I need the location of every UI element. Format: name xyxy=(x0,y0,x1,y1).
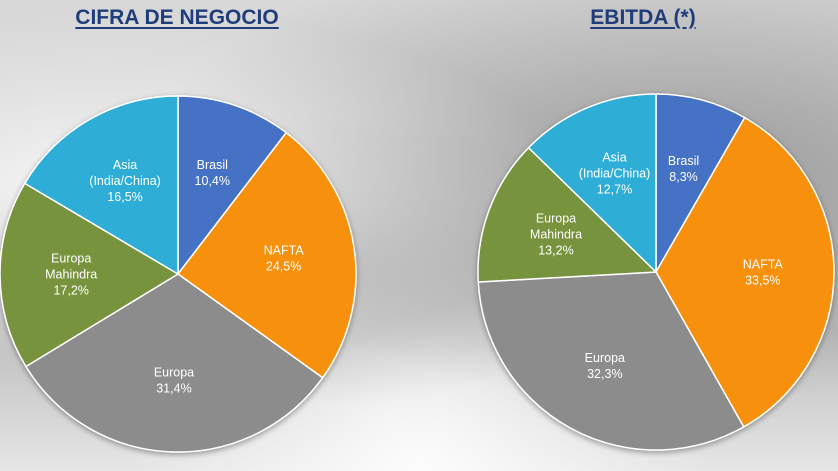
slice-label-brasil: Brasil 8,3% xyxy=(668,154,699,184)
pie-slice-nafta xyxy=(176,131,357,379)
slice-label-nafta: NAFTA 24,5% xyxy=(264,243,305,273)
slice-label-line: Mahindra xyxy=(45,268,97,282)
slice-label-line: Europa xyxy=(536,212,576,226)
slice-label-line: Brasil xyxy=(197,158,228,172)
chart-title-ebitda: EBITDA (*) xyxy=(590,6,696,29)
slice-label-line: (India/China) xyxy=(579,167,651,181)
pie-slice-europa xyxy=(477,271,745,451)
slice-value-asia-india-china: 12,7% xyxy=(597,183,632,197)
slice-label-line: Europa xyxy=(51,252,91,266)
slice-label-brasil: Brasil 10,4% xyxy=(195,158,230,188)
slice-label-europa: Europa 31,4% xyxy=(154,366,194,396)
pie-slice-europa xyxy=(24,273,324,453)
slice-label-europa-mahindra: Europa Mahindra 17,2% xyxy=(45,252,97,298)
slice-label-nafta: NAFTA 33,5% xyxy=(743,257,784,287)
slice-label-europa: Europa 32,3% xyxy=(585,351,625,381)
slice-label-asia-india-china: Asia (India/China) 12,7% xyxy=(579,151,651,197)
slice-label-line: Asia xyxy=(602,151,626,165)
slice-label-line: Mahindra xyxy=(530,228,582,242)
pie-slice-europa-mahindra xyxy=(477,146,658,283)
slice-value-nafta: 33,5% xyxy=(745,273,780,287)
slice-value-brasil: 8,3% xyxy=(669,170,698,184)
pie-ebitda: Brasil 8,3% NAFTA 33,5% Europa 32,3% Europa Mah… xyxy=(477,93,835,451)
slice-label-line: NAFTA xyxy=(264,243,305,257)
slice-value-brasil: 10,4% xyxy=(195,174,230,188)
pie-slice-brasil xyxy=(177,95,288,277)
slice-value-europa-mahindra: 13,2% xyxy=(538,244,573,258)
slice-value-europa: 32,3% xyxy=(587,367,622,381)
slice-label-line: NAFTA xyxy=(743,257,784,271)
slice-label-europa-mahindra: Europa Mahindra 13,2% xyxy=(530,212,582,258)
slice-label-line: Asia xyxy=(113,158,137,172)
slice-label-asia-india-china: Asia (India/China) 16,5% xyxy=(89,158,161,204)
slice-value-europa-mahindra: 17,2% xyxy=(53,284,88,298)
slice-value-asia-india-china: 16,5% xyxy=(107,190,142,204)
pie-slice-europa-mahindra xyxy=(0,182,180,368)
pie-cifra-de-negocio: Brasil 10,4% NAFTA 24,5% Europa 31,4% Europa Ma… xyxy=(0,95,357,453)
chart-title-cifra-de-negocio: CIFRA DE NEGOCIO xyxy=(75,6,279,29)
slice-value-nafta: 24,5% xyxy=(266,259,301,273)
slice-value-europa: 31,4% xyxy=(156,382,191,396)
pie-slice-asia-india-china xyxy=(527,93,657,274)
slice-label-line: Europa xyxy=(154,366,194,380)
pie-slice-brasil xyxy=(655,93,746,275)
slice-label-line: Europa xyxy=(585,351,625,365)
pie-slice-asia-india-china xyxy=(23,95,179,276)
slice-label-line: (India/China) xyxy=(89,174,161,188)
slice-label-line: Brasil xyxy=(668,154,699,168)
